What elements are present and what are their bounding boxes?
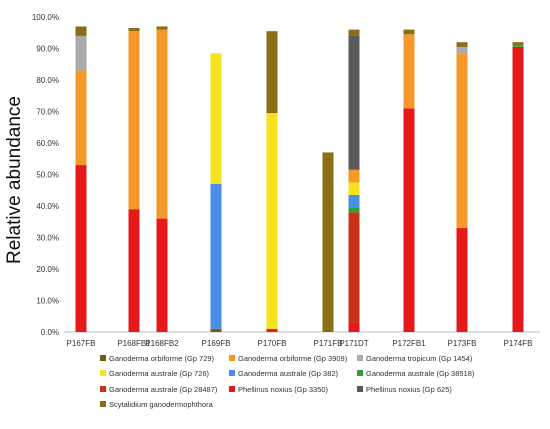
x-tick-label: P168FB1	[117, 339, 151, 348]
legend-swatch	[100, 370, 106, 376]
bar-segment	[75, 26, 87, 36]
legend-label: Ganoderma australe (Gp 726)	[109, 369, 210, 378]
y-tick-label: 30.0%	[36, 234, 59, 243]
bar-segment	[210, 53, 222, 184]
legend-swatch	[229, 355, 235, 361]
bar-segment	[456, 228, 468, 332]
x-tick-label: P170FB	[258, 339, 287, 348]
legend-swatch	[100, 386, 106, 392]
y-tick-label: 70.0%	[36, 108, 59, 117]
x-tick-label: P171FB	[314, 339, 343, 348]
bar-segment	[156, 26, 168, 30]
legend-label: Ganoderma orbiforme (Gp 3909)	[238, 354, 348, 363]
bar-segment	[512, 42, 524, 46]
y-tick-label: 40.0%	[36, 202, 59, 211]
legend-swatch	[357, 370, 363, 376]
x-tick-label: P173FB	[448, 339, 477, 348]
y-tick-label: 0.0%	[41, 328, 59, 337]
bar-segment	[348, 207, 360, 213]
bar-segment	[348, 169, 360, 183]
x-tick-label: P167FB	[67, 339, 96, 348]
bar-segment	[156, 218, 168, 332]
legend-swatch	[100, 401, 106, 407]
bar-segment	[456, 46, 468, 54]
legend-swatch	[229, 370, 235, 376]
bar-segment	[128, 28, 140, 32]
bar-segment	[266, 31, 278, 114]
legend-swatch	[229, 386, 235, 392]
legend-label: Ganoderma australe (Gp 28487)	[109, 385, 218, 394]
bar-segment	[75, 70, 87, 166]
bar-segment	[348, 194, 360, 208]
bar-segment	[456, 42, 468, 47]
y-tick-label: 100.0%	[32, 13, 59, 22]
bar-segment	[266, 113, 278, 329]
x-tick-label: P172FB1	[392, 339, 426, 348]
legend: Ganoderma orbiforme (Gp 729) Ganoderma or…	[100, 354, 475, 409]
x-tick-label: P169FB	[202, 339, 231, 348]
x-tick-label: P171DT	[339, 339, 368, 348]
bar-segment	[210, 183, 222, 329]
bar-segment	[403, 108, 415, 332]
bars	[75, 26, 524, 333]
legend-swatch	[357, 355, 363, 361]
bar-segment	[75, 165, 87, 332]
y-axis: 0.0% 10.0% 20.0% 30.0% 40.0% 50.0% 60.0% 70.0% 8…	[32, 13, 59, 337]
y-tick-label: 90.0%	[36, 45, 59, 54]
bar-segment	[403, 29, 415, 35]
bar-segment	[75, 35, 87, 71]
legend-label: Ganoderma tropicum (Gp 1454)	[366, 354, 473, 363]
legend-label: Phellinus noxius (Gp 625)	[366, 385, 452, 394]
legend-label: Phellinus noxius (Gp 3350)	[238, 385, 329, 394]
bar-segment	[348, 322, 360, 332]
legend-swatch	[100, 355, 106, 361]
legend-label: Ganoderma orbiforme (Gp 729)	[109, 354, 215, 363]
legend-label: Scytalidium ganodermophthora	[109, 400, 214, 409]
legend-label: Ganoderma australe (Gp 38518)	[366, 369, 475, 378]
y-axis-label: Relative abundance	[4, 96, 25, 264]
bar-segment	[322, 152, 334, 332]
bar-segment	[348, 29, 360, 36]
bar-segment	[456, 53, 468, 229]
bar-segment	[348, 212, 360, 323]
y-tick-label: 50.0%	[36, 171, 59, 180]
bar-segment	[348, 182, 360, 195]
bar-segment	[128, 31, 140, 210]
bar-segment	[512, 46, 524, 333]
y-tick-label: 20.0%	[36, 265, 59, 274]
x-tick-label: P174FB	[504, 339, 533, 348]
legend-swatch	[357, 386, 363, 392]
y-tick-label: 10.0%	[36, 297, 59, 306]
legend-label: Ganoderma australe (Gp 382)	[238, 369, 339, 378]
bar-segment	[348, 35, 360, 170]
x-tick-label: P168FB2	[145, 339, 179, 348]
y-tick-label: 80.0%	[36, 76, 59, 85]
bar-segment	[156, 29, 168, 219]
bar-segment	[128, 209, 140, 332]
bar-segment	[403, 34, 415, 109]
bar-segment	[210, 328, 222, 332]
bar-segment	[512, 45, 524, 47]
bar-segment	[266, 328, 278, 332]
y-tick-label: 60.0%	[36, 139, 59, 148]
